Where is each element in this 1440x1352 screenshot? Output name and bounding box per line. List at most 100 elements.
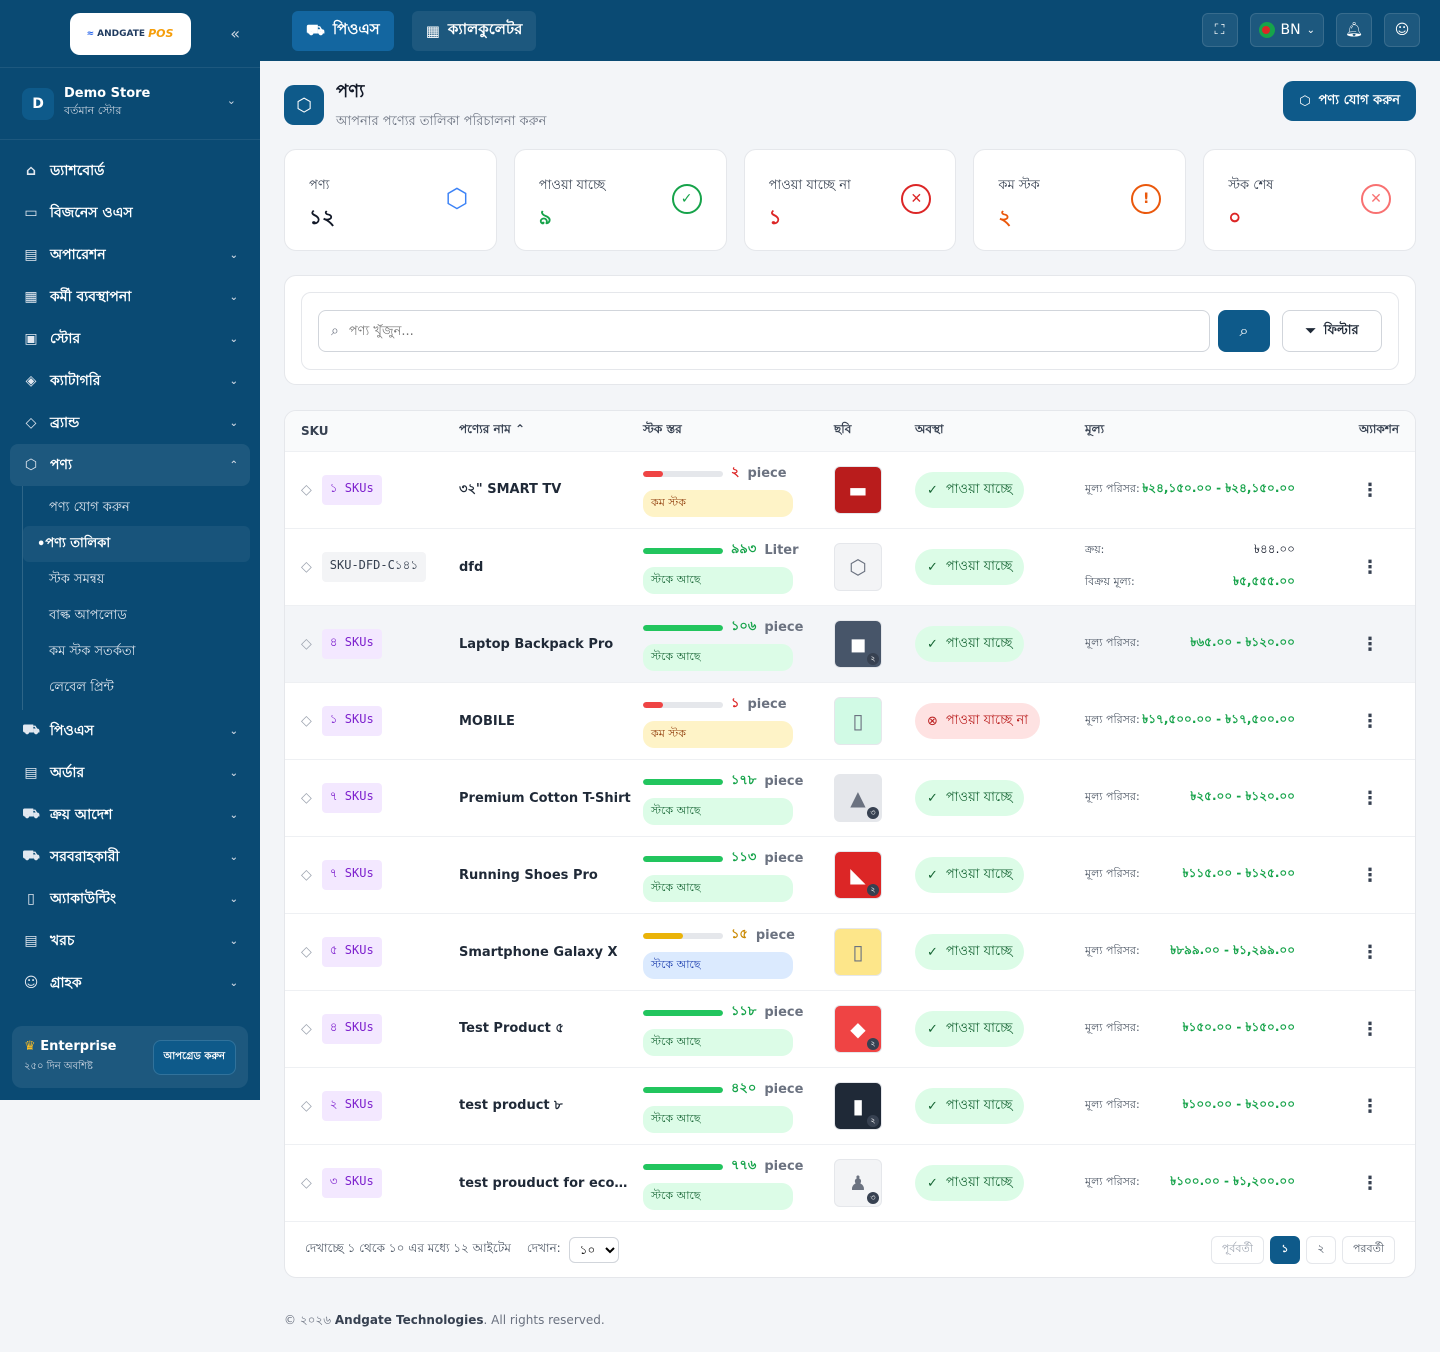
col-sku[interactable]: SKU xyxy=(301,424,329,438)
fullscreen-button[interactable]: ⛶ xyxy=(1201,13,1238,47)
submenu-item[interactable]: কম স্টক সতর্কতা xyxy=(23,634,260,670)
page-2-button[interactable]: ২ xyxy=(1305,1235,1336,1264)
sidebar-item-nav_after-6[interactable]: ☺ গ্রাহক ⌄ xyxy=(10,962,250,1004)
sku-badge[interactable]: ৫ SKUs xyxy=(321,937,382,967)
sku-badge[interactable]: SKU-DFD-C১৪১ xyxy=(321,552,427,582)
col-name[interactable]: পণ্যের নাম ⌃ xyxy=(459,421,643,441)
more-vertical-icon[interactable]: ⋮ xyxy=(1361,1018,1379,1040)
product-name[interactable]: ৩২" SMART TV xyxy=(459,481,562,497)
more-vertical-icon[interactable]: ⋮ xyxy=(1361,479,1379,501)
product-thumbnail[interactable]: ◼ ২ xyxy=(834,620,882,668)
more-vertical-icon[interactable]: ⋮ xyxy=(1361,864,1379,886)
sku-badge[interactable]: ৭ SKUs xyxy=(321,860,382,890)
submenu-item[interactable]: পণ্য যোগ করুন xyxy=(23,490,260,526)
product-thumbnail[interactable]: ▬ xyxy=(834,466,882,514)
status-badge[interactable]: ✓ পাওয়া যাচ্ছে xyxy=(915,1088,1025,1124)
product-thumbnail[interactable]: ▮ ২ xyxy=(834,1082,882,1130)
product-name[interactable]: Running Shoes Pro xyxy=(459,867,598,883)
sidebar-item-nav_after-1[interactable]: ▤ অর্ডার ⌄ xyxy=(10,752,250,794)
search-input[interactable] xyxy=(348,323,1197,339)
status-badge[interactable]: ✓ পাওয়া যাচ্ছে xyxy=(915,780,1025,816)
sidebar-item-nav-3[interactable]: ▦ কর্মী ব্যবস্থাপনা ⌄ xyxy=(10,276,250,318)
status-badge[interactable]: ✓ পাওয়া যাচ্ছে xyxy=(915,626,1025,662)
sidebar-item-nav-7[interactable]: ⬡ পণ্য ⌃ xyxy=(10,444,250,486)
submenu-item[interactable]: লেবেল প্রিন্ট xyxy=(23,670,260,706)
product-name[interactable]: Laptop Backpack Pro xyxy=(459,636,614,652)
sidebar-item-nav_after-5[interactable]: ▤ খরচ ⌄ xyxy=(10,920,250,962)
sidebar-item-nav_after-0[interactable]: ⛟ পিওএস ⌄ xyxy=(10,710,250,752)
status-badge[interactable]: ✓ পাওয়া যাচ্ছে xyxy=(915,1011,1025,1047)
notifications-button[interactable]: 🔔︎ xyxy=(1336,13,1372,47)
submenu-item[interactable]: বাল্ক আপলোড xyxy=(23,598,260,634)
status-badge[interactable]: ✓ পাওয়া যাচ্ছে xyxy=(915,934,1025,970)
sidebar-item-nav-2[interactable]: ▤ অপারেশন ⌄ xyxy=(10,234,250,276)
submenu-item[interactable]: স্টক সমন্বয় xyxy=(23,562,260,598)
product-thumbnail[interactable]: ◆ ২ xyxy=(834,1005,882,1053)
product-name[interactable]: Test Product ৫ xyxy=(459,1020,564,1036)
sidebar-item-nav-4[interactable]: ▣ স্টোর ⌄ xyxy=(10,318,250,360)
add-product-button[interactable]: ⬡ পণ্য যোগ করুন xyxy=(1283,81,1416,121)
table-row[interactable]: ◇ ১ SKUs ৩২" SMART TV ২ piece কম স্টক ▬ ✓ পাওয়া… xyxy=(285,451,1415,528)
sku-badge[interactable]: ১ SKUs xyxy=(321,475,382,505)
table-row[interactable]: ◇ ২ SKUs test product ৮ ৪২০ piece স্টকে আছে ▮ ২… xyxy=(285,1067,1415,1144)
product-thumbnail[interactable]: ◣ ২ xyxy=(834,851,882,899)
table-row[interactable]: ◇ ৩ SKUs test prouduct for ecommerce ৭৭৬ pie… xyxy=(285,1144,1415,1221)
status-badge[interactable]: ✓ পাওয়া যাচ্ছে xyxy=(915,1165,1025,1201)
more-vertical-icon[interactable]: ⋮ xyxy=(1361,941,1379,963)
sku-badge[interactable]: ৭ SKUs xyxy=(321,783,382,813)
sidebar-item-nav-5[interactable]: ◈ ক্যাটাগরি ⌄ xyxy=(10,360,250,402)
profile-button[interactable]: ☺ xyxy=(1384,13,1420,47)
product-name[interactable]: dfd xyxy=(459,559,484,575)
filter-button[interactable]: ⏷ ফিল্টার xyxy=(1282,310,1382,352)
more-vertical-icon[interactable]: ⋮ xyxy=(1361,556,1379,578)
search-field[interactable]: ⌕ xyxy=(318,310,1210,352)
product-thumbnail[interactable]: ▯ xyxy=(834,697,882,745)
per-page-select[interactable]: ১০ xyxy=(568,1236,619,1263)
status-badge[interactable]: ⊗ পাওয়া যাচ্ছে না xyxy=(915,703,1041,739)
sidebar-item-nav_after-2[interactable]: ⛟ ক্রয় আদেশ ⌄ xyxy=(10,794,250,836)
product-name[interactable]: test product ৮ xyxy=(459,1097,563,1113)
product-name[interactable]: Premium Cotton T-Shirt xyxy=(459,790,631,806)
table-row[interactable]: ◇ ৭ SKUs Premium Cotton T-Shirt ১৭৮ piece স্ট… xyxy=(285,759,1415,836)
table-row[interactable]: ◇ ১ SKUs MOBILE ১ piece কম স্টক ▯ ⊗ পাওয়া যাচ্ছ… xyxy=(285,682,1415,759)
more-vertical-icon[interactable]: ⋮ xyxy=(1361,710,1379,732)
product-thumbnail[interactable]: ♟ ৩ xyxy=(834,1159,882,1207)
sku-badge[interactable]: ৪ SKUs xyxy=(321,1014,382,1044)
store-switcher[interactable]: D Demo Store বর্তমান স্টোর ⌄ xyxy=(0,68,260,140)
tab-pos[interactable]: ⛟ পিওএস xyxy=(292,10,394,51)
collapse-sidebar-icon[interactable]: « xyxy=(230,24,240,43)
product-name[interactable]: MOBILE xyxy=(459,713,515,729)
product-name[interactable]: Smartphone Galaxy X xyxy=(459,944,618,960)
table-row[interactable]: ◇ ৪ SKUs Laptop Backpack Pro ১০৬ piece স্টকে … xyxy=(285,605,1415,682)
more-vertical-icon[interactable]: ⋮ xyxy=(1361,1172,1379,1194)
table-row[interactable]: ◇ ৪ SKUs Test Product ৫ ১১৮ piece স্টকে আছে ◆ ২… xyxy=(285,990,1415,1067)
status-badge[interactable]: ✓ পাওয়া যাচ্ছে xyxy=(915,857,1025,893)
search-button[interactable]: ⌕ xyxy=(1218,310,1270,352)
tab-calculator[interactable]: ▦ ক্যালকুলেটর xyxy=(411,10,537,51)
language-select[interactable]: BN ⌄ xyxy=(1249,13,1324,47)
sidebar-item-nav-0[interactable]: ⌂ ড্যাশবোর্ড xyxy=(10,150,250,192)
status-badge[interactable]: ✓ পাওয়া যাচ্ছে xyxy=(915,472,1025,508)
product-thumbnail[interactable]: ▯ xyxy=(834,928,882,976)
status-badge[interactable]: ✓ পাওয়া যাচ্ছে xyxy=(915,549,1025,585)
sidebar-item-nav-1[interactable]: ▭ বিজনেস ওএস xyxy=(10,192,250,234)
prev-page-button[interactable]: পূর্ববর্তী xyxy=(1210,1235,1264,1264)
product-thumbnail[interactable]: ⬡ xyxy=(834,543,882,591)
sku-badge[interactable]: ৪ SKUs xyxy=(321,629,382,659)
submenu-item[interactable]: • পণ্য তালিকা xyxy=(23,526,250,562)
sku-badge[interactable]: ১ SKUs xyxy=(321,706,382,736)
page-1-button[interactable]: ১ xyxy=(1269,1235,1300,1264)
sku-badge[interactable]: ৩ SKUs xyxy=(321,1168,382,1198)
table-row[interactable]: ◇ ৫ SKUs Smartphone Galaxy X ১৫ piece স্টকে আ… xyxy=(285,913,1415,990)
product-name[interactable]: test prouduct for ecommerce xyxy=(459,1175,643,1191)
next-page-button[interactable]: পরবর্তী xyxy=(1341,1235,1395,1264)
upgrade-button[interactable]: আপগ্রেড করুন xyxy=(152,1039,236,1075)
sidebar-item-nav-6[interactable]: ◇ ব্র্যান্ড ⌄ xyxy=(10,402,250,444)
more-vertical-icon[interactable]: ⋮ xyxy=(1361,787,1379,809)
table-row[interactable]: ◇ SKU-DFD-C১৪১ dfd ৯৯৩ Liter স্টকে আছে ⬡ ✓ পাওয়… xyxy=(285,528,1415,605)
more-vertical-icon[interactable]: ⋮ xyxy=(1361,633,1379,655)
product-thumbnail[interactable]: ▲ ৩ xyxy=(834,774,882,822)
app-logo[interactable]: ≈ ANDGATE POS xyxy=(69,12,191,55)
sidebar-item-nav_after-4[interactable]: ▯ অ্যাকাউন্টিং ⌄ xyxy=(10,878,250,920)
sku-badge[interactable]: ২ SKUs xyxy=(321,1091,382,1121)
